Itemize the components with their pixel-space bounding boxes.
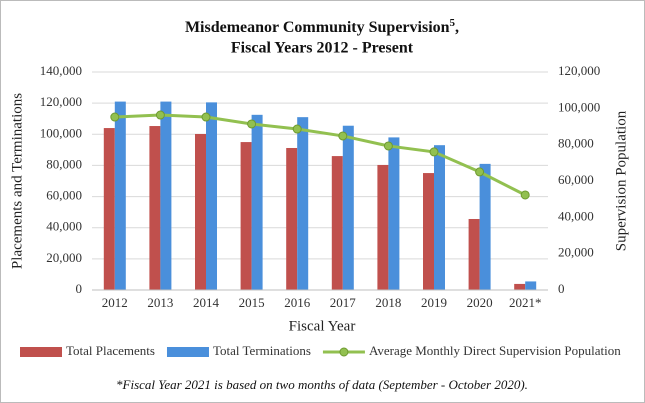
bar: [286, 147, 298, 290]
bar: [514, 283, 526, 290]
y-tick-label: 40,000: [46, 219, 82, 234]
legend-label: Average Monthly Direct Supervision Popul…: [369, 343, 621, 358]
x-tick-label: 2013: [147, 295, 173, 310]
line: [114, 113, 526, 197]
title-footnote: 5: [450, 17, 456, 29]
y-tick-label: 140,000: [40, 63, 82, 78]
bar: [468, 218, 480, 290]
line-marker: [110, 112, 120, 122]
bar: [149, 126, 161, 290]
bar: [377, 164, 389, 290]
bar: [160, 101, 172, 290]
y2-axis-title: Supervision Population: [613, 110, 629, 251]
x-tick-label: 2015: [239, 295, 265, 310]
x-tick-label: 2020: [467, 295, 493, 310]
legend-label: Total Terminations: [213, 343, 311, 358]
bar: [525, 281, 537, 290]
bar: [240, 142, 252, 290]
y2-tick-label: 100,000: [558, 99, 600, 114]
line-marker: [247, 119, 257, 129]
bar: [388, 137, 400, 290]
chart-subtitle: Fiscal Years 2012 - Present: [231, 40, 414, 57]
y2-tick-label: 60,000: [558, 172, 594, 187]
bar: [103, 128, 115, 290]
line-marker: [155, 110, 165, 120]
line-marker: [383, 141, 393, 151]
bar: [423, 173, 434, 290]
bar: [342, 125, 354, 290]
bar: [195, 133, 206, 290]
line-marker: [429, 147, 439, 157]
y-tick-label: 60,000: [46, 188, 82, 203]
y2-tick-label: 80,000: [558, 136, 594, 151]
chart-title: Misdemeanor Community Supervision: [185, 19, 450, 36]
title-end: ,: [455, 19, 459, 36]
line-marker: [475, 167, 485, 177]
chart-title-line: Misdemeanor Community Supervision5,: [185, 17, 459, 36]
bar: [297, 117, 309, 291]
y-tick-label: 100,000: [40, 125, 82, 140]
y2-tick-label: 20,000: [558, 245, 594, 260]
footnote: *Fiscal Year 2021 is based on two months…: [116, 377, 528, 392]
y2-tick-label: 40,000: [558, 208, 594, 223]
y-axis-title: Placements and Terminations: [9, 93, 25, 269]
x-tick-label: 2019: [421, 295, 447, 310]
x-axis-title: Fiscal Year: [289, 318, 356, 334]
y2-tick-label: 0: [558, 281, 565, 296]
y2-tick-label: 120,000: [558, 63, 600, 78]
legend-swatch: [20, 347, 62, 357]
x-tick-label: 2012: [102, 295, 128, 310]
bar: [251, 114, 263, 290]
line-marker: [201, 112, 211, 122]
x-tick-label: 2017: [330, 295, 357, 310]
bar: [479, 163, 491, 290]
y-tick-label: 0: [76, 281, 83, 296]
bar: [331, 156, 343, 290]
legend-label: Total Placements: [66, 343, 155, 358]
x-tick-label: 2016: [284, 295, 311, 310]
y-tick-label: 20,000: [46, 250, 82, 265]
y-tick-label: 120,000: [40, 94, 82, 109]
x-tick-label: 2021*: [509, 295, 542, 310]
line-marker: [338, 131, 348, 141]
line-marker: [292, 124, 302, 134]
y-tick-label: 80,000: [46, 156, 82, 171]
bar: [114, 101, 126, 290]
bar: [206, 102, 217, 290]
line-marker: [520, 190, 530, 200]
bar: [434, 145, 445, 290]
legend-swatch: [339, 347, 349, 357]
legend-swatch: [166, 347, 209, 357]
x-tick-label: 2018: [375, 295, 401, 310]
x-tick-label: 2014: [193, 295, 220, 310]
